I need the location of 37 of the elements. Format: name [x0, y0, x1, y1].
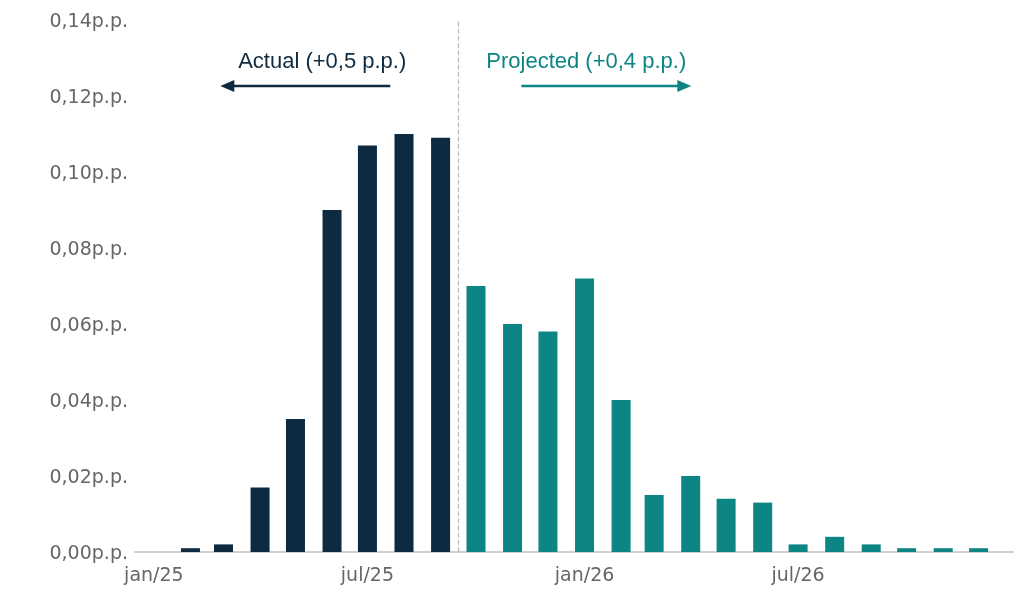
bar: [969, 548, 989, 552]
bar: [180, 548, 200, 552]
x-tick-label: jul/25: [339, 562, 395, 585]
y-tick-label: 0,12p.p.: [49, 85, 128, 107]
bar: [250, 487, 270, 552]
bar: [681, 476, 701, 552]
bar: [825, 536, 845, 552]
bar: [538, 331, 558, 552]
bar: [897, 548, 917, 552]
bar: [788, 544, 808, 552]
bar: [933, 548, 953, 552]
bar: [213, 544, 233, 552]
y-tick-label: 0,10p.p.: [49, 161, 128, 183]
bar: [716, 498, 736, 552]
bar: [394, 134, 414, 552]
bar: [753, 502, 773, 552]
x-tick-label: jul/26: [770, 562, 825, 585]
y-tick-label: 0,08p.p.: [49, 237, 128, 259]
bar: [357, 145, 377, 552]
annotation: Projected (+0,4 p.p.): [486, 48, 687, 73]
bar: [322, 210, 342, 552]
bar: [503, 324, 523, 552]
x-tick-label: jan/26: [553, 562, 615, 585]
y-tick-label: 0,06p.p.: [49, 313, 128, 335]
annotation: Actual (+0,5 p.p.): [238, 48, 407, 73]
bar: [611, 400, 631, 552]
bar: [466, 286, 486, 552]
bar: [575, 278, 595, 552]
bar: [644, 495, 664, 552]
y-tick-label: 0,04p.p.: [49, 389, 128, 411]
y-tick-label: 0,02p.p.: [49, 465, 128, 487]
y-tick-label: 0,00p.p.: [49, 541, 128, 563]
bar: [285, 419, 305, 552]
bar: [861, 544, 881, 552]
x-tick-label: jan/25: [123, 562, 184, 585]
bar: [431, 137, 451, 552]
y-tick-label: 0,14p.p.: [49, 9, 128, 31]
